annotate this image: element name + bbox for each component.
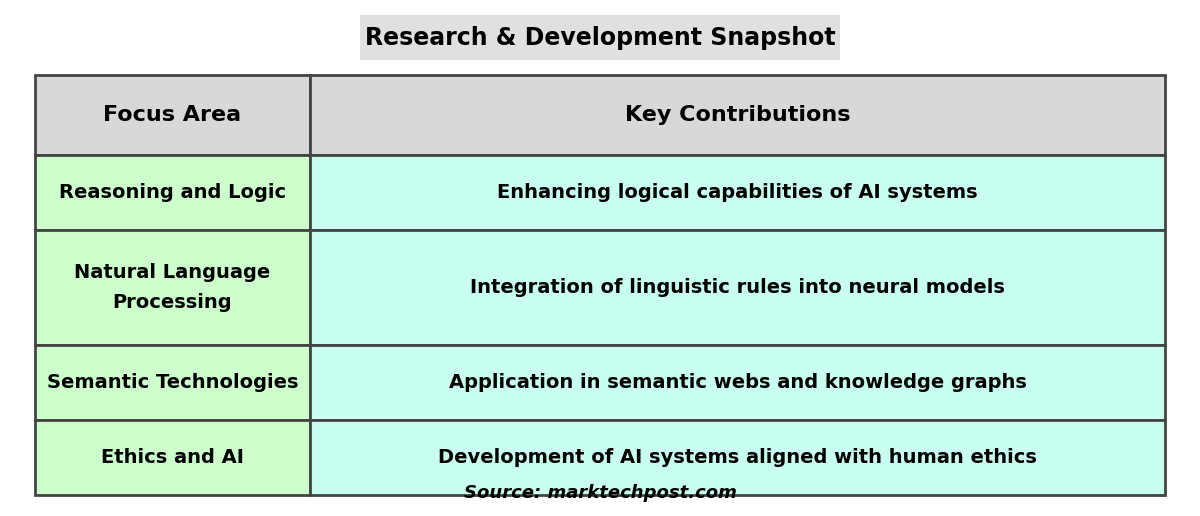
- Bar: [310, 230, 1165, 345]
- Text: Application in semantic webs and knowledge graphs: Application in semantic webs and knowled…: [449, 373, 1026, 392]
- Bar: [35, 345, 310, 420]
- Text: Integration of linguistic rules into neural models: Integration of linguistic rules into neu…: [470, 278, 1004, 297]
- Bar: [310, 345, 1165, 420]
- Text: Development of AI systems aligned with human ethics: Development of AI systems aligned with h…: [438, 448, 1037, 467]
- Bar: [35, 155, 310, 230]
- Bar: [35, 230, 310, 345]
- Text: Enhancing logical capabilities of AI systems: Enhancing logical capabilities of AI sys…: [497, 183, 978, 202]
- Text: Focus Area: Focus Area: [103, 105, 241, 125]
- Text: Reasoning and Logic: Reasoning and Logic: [59, 183, 286, 202]
- Text: Semantic Technologies: Semantic Technologies: [47, 373, 299, 392]
- Bar: [310, 155, 1165, 230]
- Bar: [310, 420, 1165, 495]
- Bar: [310, 75, 1165, 155]
- Bar: [35, 420, 310, 495]
- Bar: [35, 75, 310, 155]
- Text: Natural Language
Processing: Natural Language Processing: [74, 263, 271, 313]
- Text: Research & Development Snapshot: Research & Development Snapshot: [365, 26, 835, 50]
- Text: Ethics and AI: Ethics and AI: [101, 448, 244, 467]
- Bar: [360, 15, 840, 60]
- Text: Source: marktechpost.com: Source: marktechpost.com: [463, 484, 737, 502]
- Text: Key Contributions: Key Contributions: [625, 105, 851, 125]
